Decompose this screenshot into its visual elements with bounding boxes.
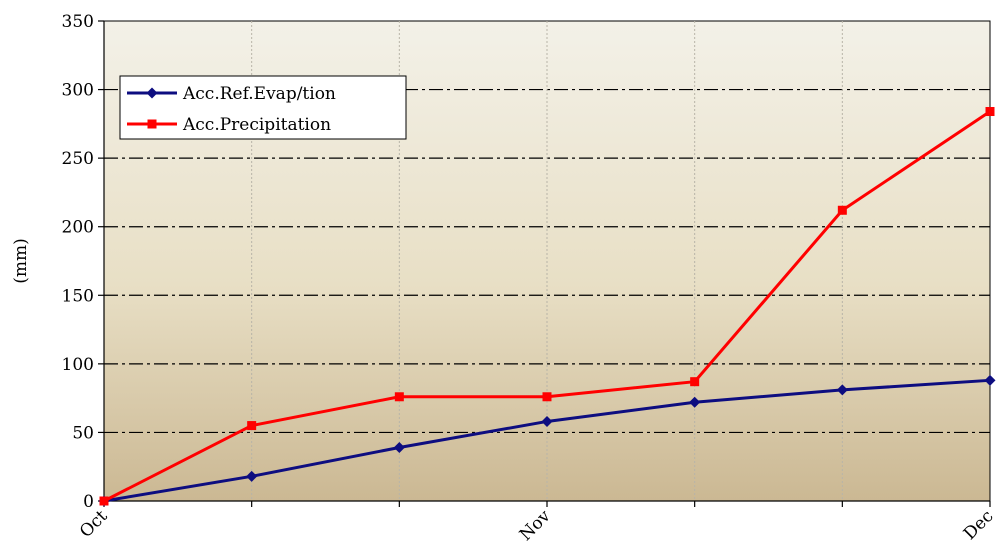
data-point-square [690,377,700,387]
y-tick-label: 150 [62,286,94,306]
y-tick-label: 250 [62,149,94,169]
series-group [98,374,996,507]
data-point-square [985,107,995,117]
data-point-square [247,421,257,431]
legend-entry-label: Acc.Precipitation [182,115,331,135]
y-tick-label: 50 [72,423,94,443]
data-point-square [837,205,847,215]
x-tick-label: Oct [76,506,112,542]
data-point-square [99,496,109,506]
legend-box [119,75,407,140]
series-layer [98,107,996,507]
y-tick-label: 350 [62,12,94,32]
x-tick-label: Nov [516,506,555,545]
legend: Acc.Ref.Evap/tion Acc.Precipitation [119,75,407,140]
y-tick-label: 200 [62,218,94,238]
data-point-diamond [246,470,258,482]
y-tick-label: 300 [62,81,94,101]
data-point-diamond [836,384,848,396]
x-tick-label: Dec [960,506,998,544]
data-point-square [542,392,552,402]
data-point-square [394,392,404,402]
series-group [99,107,995,506]
data-point-diamond [541,415,553,427]
y-axis-label: (mm) [11,238,31,284]
data-point-diamond [146,87,158,99]
data-point-diamond [393,442,405,454]
data-point-diamond [984,374,996,386]
y-tick-label: 100 [62,355,94,375]
y-tick-label: 0 [83,492,94,512]
data-point-diamond [689,396,701,408]
legend-entry-label: Acc.Ref.Evap/tion [182,84,336,104]
data-point-square [147,119,157,129]
